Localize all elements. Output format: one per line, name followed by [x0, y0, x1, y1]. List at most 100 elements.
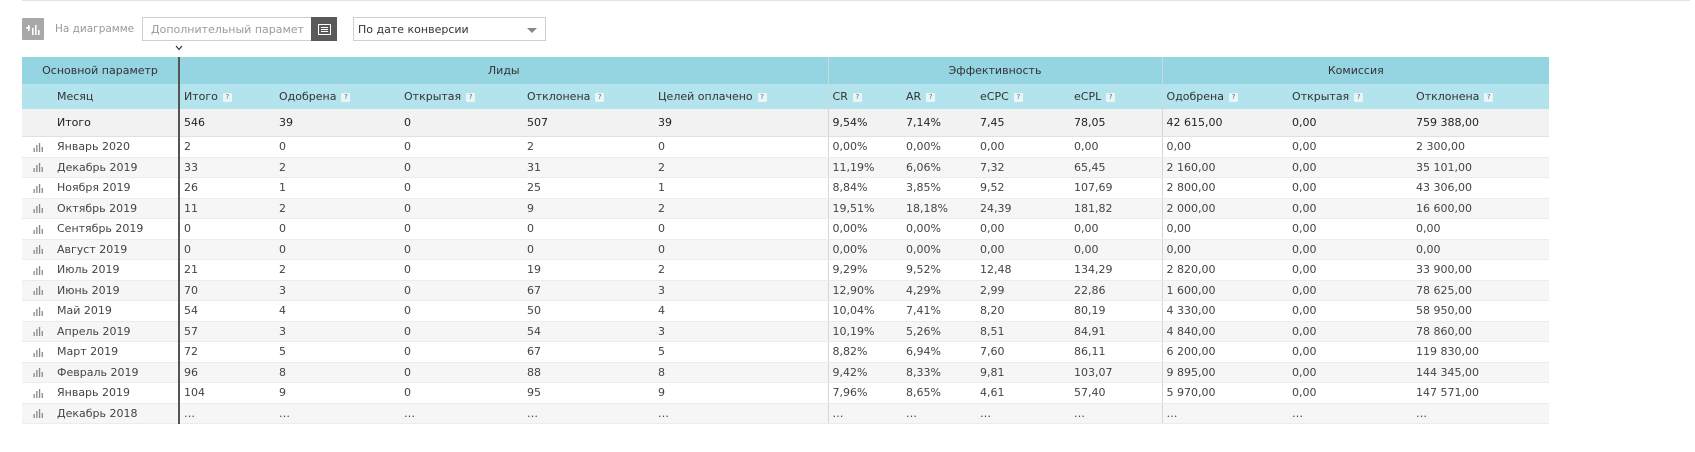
cell: 12,90%: [827, 280, 903, 301]
bar-chart-icon[interactable]: [33, 204, 43, 214]
cell: 8,51: [976, 321, 1071, 342]
help-icon[interactable]: ?: [926, 93, 936, 102]
header-commission-rejected[interactable]: Отклонена?: [1412, 84, 1549, 109]
cell: 72: [179, 341, 276, 363]
bar-chart-icon[interactable]: [33, 183, 43, 193]
cell: 0: [179, 239, 276, 260]
cell: 0: [400, 280, 524, 301]
bar-chart-icon[interactable]: [33, 245, 43, 255]
cell: 95: [523, 382, 655, 404]
header-goals-paid[interactable]: Целей оплачено?: [654, 84, 829, 109]
header-ar[interactable]: AR?: [902, 84, 977, 109]
cell: 19: [523, 259, 655, 281]
help-icon[interactable]: ?: [1484, 93, 1494, 102]
row-chart-cell[interactable]: [22, 239, 53, 260]
bar-chart-icon[interactable]: [33, 286, 43, 296]
row-chart-cell[interactable]: [22, 218, 53, 240]
bar-chart-icon[interactable]: [33, 163, 43, 173]
row-chart-cell[interactable]: [22, 341, 53, 363]
cell: 0: [654, 218, 829, 240]
help-icon[interactable]: ?: [1354, 93, 1364, 102]
cell: …: [275, 403, 401, 424]
cell: 67: [523, 280, 655, 301]
bar-chart-icon[interactable]: [33, 388, 43, 398]
row-chart-cell[interactable]: [22, 300, 53, 322]
help-icon[interactable]: ?: [1229, 93, 1238, 102]
chevron-down-icon[interactable]: [175, 45, 183, 51]
cell: 0: [400, 362, 524, 383]
cell: 5: [275, 341, 401, 363]
cell: 0,00%: [902, 218, 977, 240]
additional-parameter-input[interactable]: [142, 17, 312, 41]
bar-chart-icon[interactable]: [33, 368, 43, 378]
cell: 9: [523, 198, 655, 219]
cell: …: [1288, 403, 1413, 424]
add-parameter-button[interactable]: [311, 17, 337, 41]
cell: 4 330,00: [1161, 300, 1289, 322]
cell: 4: [654, 300, 829, 322]
cell: 1: [654, 177, 829, 199]
header-month[interactable]: Месяц: [53, 84, 181, 109]
cell: 0: [400, 321, 524, 342]
cell: 31: [523, 157, 655, 178]
help-icon[interactable]: ?: [341, 93, 351, 102]
cell: 119 830,00: [1412, 341, 1549, 363]
table-row: Январь 2020 2 0 0 2 0 0,00% 0,00% 0,00 0,00 0,00 0,…: [22, 136, 1549, 158]
bar-chart-icon[interactable]: [33, 265, 43, 275]
top-divider: [22, 0, 1690, 1]
row-chart-cell[interactable]: [22, 177, 53, 199]
bar-chart-icon[interactable]: [33, 306, 43, 316]
cell: …: [523, 403, 655, 424]
cell: 0,00: [1288, 218, 1413, 240]
cell: 0,00: [1161, 239, 1289, 260]
cell: …: [902, 403, 977, 424]
bar-chart-icon[interactable]: [33, 142, 43, 152]
month-cell: Август 2019: [53, 239, 181, 260]
cell: 33 900,00: [1412, 259, 1549, 281]
cell: 2: [654, 157, 829, 178]
header-leads-approved[interactable]: Одобрена?: [275, 84, 401, 109]
cell: 8,20: [976, 300, 1071, 322]
header-ecpl[interactable]: eCPL?: [1070, 84, 1163, 109]
row-chart-cell[interactable]: [22, 321, 53, 342]
help-icon[interactable]: ?: [222, 93, 232, 102]
help-icon[interactable]: ?: [466, 93, 476, 102]
row-chart-cell[interactable]: [22, 136, 53, 158]
header-leads-rejected[interactable]: Отклонена?: [523, 84, 655, 109]
bar-chart-icon[interactable]: [33, 347, 43, 357]
cell: 0: [400, 300, 524, 322]
help-icon[interactable]: ?: [1013, 93, 1023, 102]
cell: …: [827, 403, 903, 424]
row-chart-cell[interactable]: [22, 198, 53, 219]
group-header-row: Основной параметр Лиды Эффективность Ком…: [22, 57, 1549, 84]
chart-toggle-button[interactable]: [22, 18, 44, 40]
row-chart-cell[interactable]: [22, 259, 53, 281]
month-cell: Декабрь 2018: [53, 403, 181, 424]
row-chart-cell[interactable]: [22, 280, 53, 301]
cell: 181,82: [1070, 198, 1163, 219]
cell: 9: [654, 382, 829, 404]
bar-chart-icon[interactable]: [33, 327, 43, 337]
row-chart-cell[interactable]: [22, 362, 53, 383]
cell: 50: [523, 300, 655, 322]
header-commission-approved[interactable]: Одобрена?: [1161, 84, 1289, 109]
help-icon[interactable]: ?: [1106, 93, 1116, 102]
header-ecpc[interactable]: eCPC?: [976, 84, 1071, 109]
row-chart-cell[interactable]: [22, 157, 53, 178]
help-icon[interactable]: ?: [595, 93, 605, 102]
cell: 21: [179, 259, 276, 281]
help-icon[interactable]: ?: [757, 93, 767, 102]
header-leads-total[interactable]: Итого?: [179, 84, 276, 109]
bar-chart-icon[interactable]: [33, 224, 43, 234]
bar-chart-icon[interactable]: [33, 409, 43, 419]
cell: 19,51%: [827, 198, 903, 219]
help-icon[interactable]: ?: [852, 93, 862, 102]
header-cr[interactable]: CR?: [827, 84, 903, 109]
header-commission-open[interactable]: Открытая?: [1288, 84, 1413, 109]
sort-select[interactable]: По дате конверсии: [353, 17, 546, 41]
row-chart-cell[interactable]: [22, 382, 53, 404]
cell: 0: [400, 109, 524, 137]
header-leads-open[interactable]: Открытая?: [400, 84, 524, 109]
row-chart-cell[interactable]: [22, 403, 53, 424]
cell: …: [654, 403, 829, 424]
